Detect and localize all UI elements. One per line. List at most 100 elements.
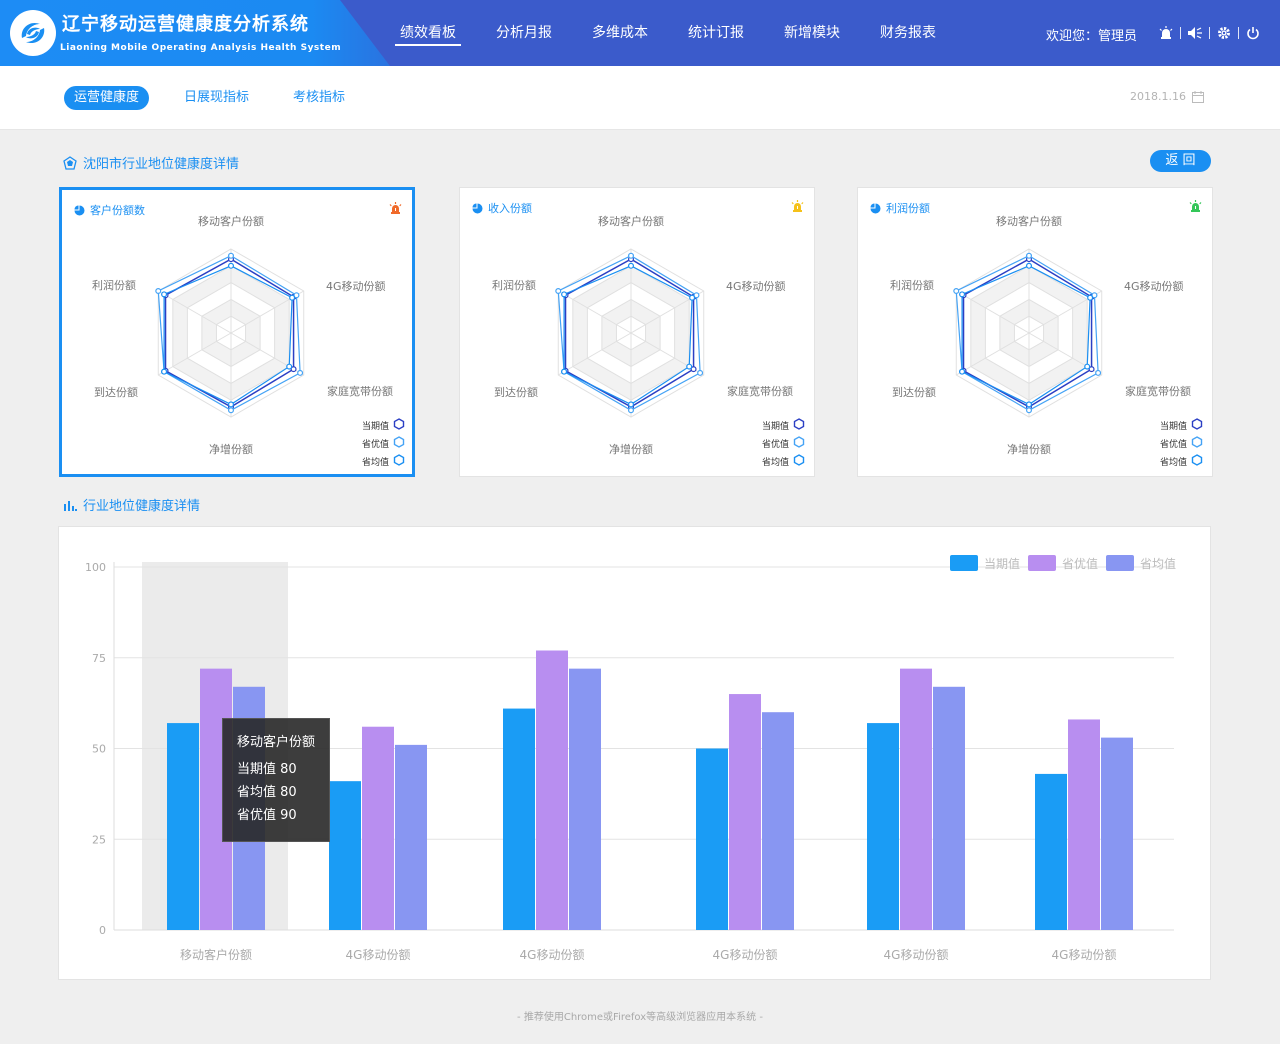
radar-point [161,368,168,375]
radar-axis-label: 净增份额 [1007,443,1051,456]
y-tick-label: 100 [85,561,106,574]
radar-point [297,369,304,376]
radar-axis-line [558,290,632,334]
bar[interactable] [696,748,728,931]
y-tick-label: 0 [99,924,106,937]
bar[interactable] [933,686,965,930]
nav-item-monthly-report[interactable]: 分析月报 [496,25,552,41]
radar-card-profit-share[interactable]: 利润份额 移动客户份额 4G移动份额 家庭宽带份额 净增份额 到达份额 利润份额 当期值 省优值… [857,187,1213,477]
legend-swatch[interactable] [950,555,978,571]
nav-item-new-module[interactable]: 新增模块 [784,25,840,41]
radar-point [689,294,696,301]
radar-point [286,363,293,370]
radar-legend-label: 省优值 [362,440,390,450]
radar-point [693,292,700,299]
legend-label[interactable]: 当期值 [984,556,1020,571]
bar[interactable] [1035,773,1067,930]
alarm-icon[interactable] [1157,24,1175,42]
speaker-icon[interactable] [1186,24,1204,42]
radar-axis-line [158,332,232,376]
bar[interactable] [1068,719,1100,930]
radar-point [155,287,162,294]
power-icon[interactable] [1244,24,1262,42]
radar-legend-item: 当期值 [762,418,805,433]
bar[interactable] [1101,737,1133,930]
bar[interactable] [503,708,535,930]
radar-axis-label: 移动客户份额 [996,215,1062,228]
radar-point [628,401,635,408]
y-tick-label: 25 [92,833,106,846]
bar[interactable] [729,694,761,930]
nav-item-performance[interactable]: 绩效看板 [380,0,476,66]
radar-card-revenue-share[interactable]: 收入份额 移动客户份额 4G移动份额 家庭宽带份额 净增份额 到达份额 利润份额 当期值 省优值… [459,187,815,477]
tab-assessment-indicators[interactable]: 考核指标 [293,90,346,105]
pie-icon [74,205,85,215]
bar[interactable] [569,668,601,930]
bar[interactable] [362,726,394,930]
legend-label[interactable]: 省优值 [1062,556,1098,571]
gear-icon[interactable] [1215,24,1233,42]
hexagon-icon [393,454,405,469]
hexagon-icon [393,418,405,433]
radar-axis-line [956,332,1030,376]
legend-label[interactable]: 省均值 [1140,556,1176,571]
radar-card-title: 利润份额 [870,200,930,216]
divider [1209,27,1210,39]
radar-axis-label: 4G移动份额 [1124,280,1184,293]
radar-point [228,407,235,414]
header-icons [1157,24,1262,42]
bar[interactable] [900,668,932,930]
radar-point [293,292,300,299]
radar-axis-label: 家庭宽带份额 [327,385,393,398]
tooltip-line: 省优值 90 [237,808,297,823]
bar[interactable] [329,781,361,930]
bar[interactable] [395,744,427,930]
radar-point [1095,369,1102,376]
hexagon-icon [1191,418,1203,433]
radar-point [289,294,296,301]
x-tick-label: 4G移动份额 [1052,948,1117,962]
bar[interactable] [536,650,568,930]
y-tick-label: 50 [92,743,106,756]
legend-swatch[interactable] [1106,555,1134,571]
radar-legend-label: 省均值 [762,458,790,468]
radar-card-title-label: 收入份额 [488,202,532,215]
radar-axis-label: 移动客户份额 [198,215,264,228]
date-picker[interactable]: 2018.1.16 [1130,90,1204,103]
radar-chart [155,248,305,418]
chart-tooltip: 移动客户份额 当期值 80 省均值 80 省优值 90 [222,718,330,842]
radar-point [1026,252,1033,259]
tooltip-line: 省均值 80 [237,785,297,800]
radar-axis-label: 家庭宽带份额 [1125,385,1191,398]
bar[interactable] [867,723,899,930]
bar[interactable] [167,723,199,930]
y-tick-label: 75 [92,652,106,665]
radar-chart [555,248,705,418]
radar-axis-label: 净增份额 [209,443,253,456]
nav-item-statistics[interactable]: 统计订报 [688,25,744,41]
bar[interactable] [762,712,794,930]
footer-note: - 推荐使用Chrome或Firefox等高级浏览器应用本系统 - [517,1012,763,1023]
hexagon-icon [1191,454,1203,469]
china-mobile-logo [10,10,56,56]
tab-operation-health[interactable]: 运营健康度 [64,86,150,110]
radar-card-customer-share[interactable]: 客户份额数 移动客户份额 4G移动份额 家庭宽带份额 净增份额 到达份额 利润份额 当期值 省优… [59,187,415,477]
radar-legend-item: 省均值 [762,454,805,469]
nav-item-cost[interactable]: 多维成本 [592,25,648,41]
radar-axis-label: 利润份额 [890,279,934,292]
tab-daily-indicators[interactable]: 日展现指标 [184,90,250,105]
x-tick-label: 4G移动份额 [884,948,949,962]
back-button[interactable]: 返 回 [1150,150,1211,172]
radar-chart [953,248,1103,418]
radar-axis-line [158,290,232,334]
radar-point [628,252,635,259]
radar-legend-item: 省均值 [1160,454,1203,469]
nav-item-finance[interactable]: 财务报表 [880,25,936,41]
radar-point [561,368,568,375]
app-subtitle: Liaoning Mobile Operating Analysis Healt… [60,43,342,53]
radar-legend-label: 当期值 [1160,422,1188,432]
radar-point [161,291,168,298]
radar-legend-item: 省均值 [362,454,405,469]
legend-swatch[interactable] [1028,555,1056,571]
radar-point [959,291,966,298]
